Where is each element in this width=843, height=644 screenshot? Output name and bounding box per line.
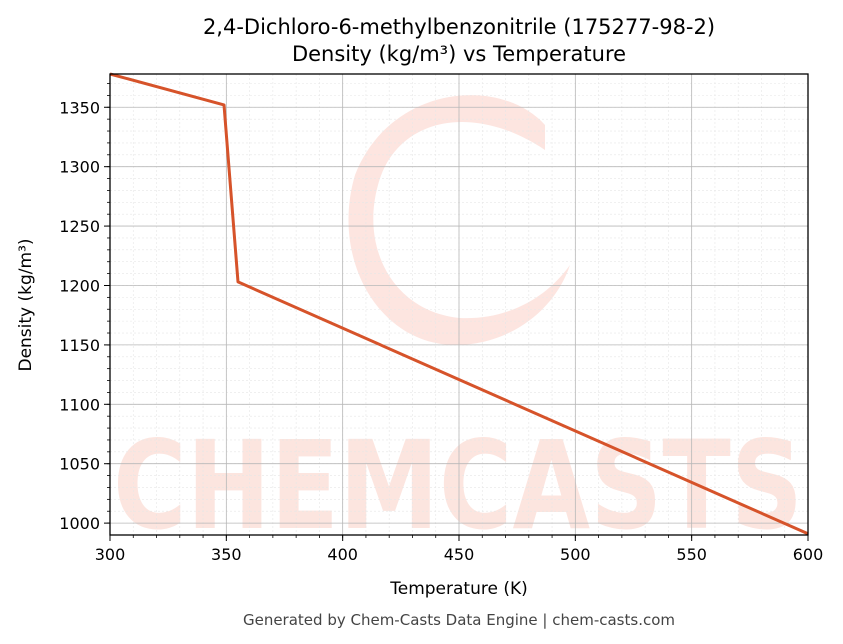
- x-axis-label: Temperature (K): [389, 579, 528, 599]
- y-tick-label: 1100: [59, 395, 100, 414]
- chart-title: 2,4-Dichloro-6-methylbenzonitrile (17527…: [203, 15, 715, 39]
- x-tick-label: 600: [793, 545, 824, 564]
- y-tick-label: 1150: [59, 336, 100, 355]
- x-axis-ticks: 300 350 400 450 500 550 600: [95, 535, 824, 564]
- y-tick-label: 1250: [59, 217, 100, 236]
- y-tick-label: 1200: [59, 276, 100, 295]
- y-tick-label: 1300: [59, 158, 100, 177]
- footer-credit: Generated by Chem-Casts Data Engine | ch…: [243, 611, 675, 629]
- watermark-logo: CHEMCASTS: [113, 95, 803, 557]
- x-tick-label: 450: [444, 545, 475, 564]
- watermark-text: CHEMCASTS: [113, 415, 803, 557]
- x-tick-label: 500: [560, 545, 591, 564]
- y-tick-label: 1350: [59, 98, 100, 117]
- x-tick-label: 350: [211, 545, 242, 564]
- x-tick-label: 400: [327, 545, 358, 564]
- y-tick-label: 1000: [59, 514, 100, 533]
- x-tick-label: 300: [95, 545, 126, 564]
- y-tick-label: 1050: [59, 455, 100, 474]
- x-tick-label: 550: [676, 545, 707, 564]
- series-layer: [109, 72, 809, 536]
- chart-subtitle: Density (kg/m³) vs Temperature: [292, 42, 626, 66]
- y-axis-label: Density (kg/m³): [16, 238, 36, 371]
- density-series-line: [109, 72, 809, 536]
- y-axis-ticks: 1000 1050 1100 1150 1200 1250 1300 1350: [59, 83, 110, 533]
